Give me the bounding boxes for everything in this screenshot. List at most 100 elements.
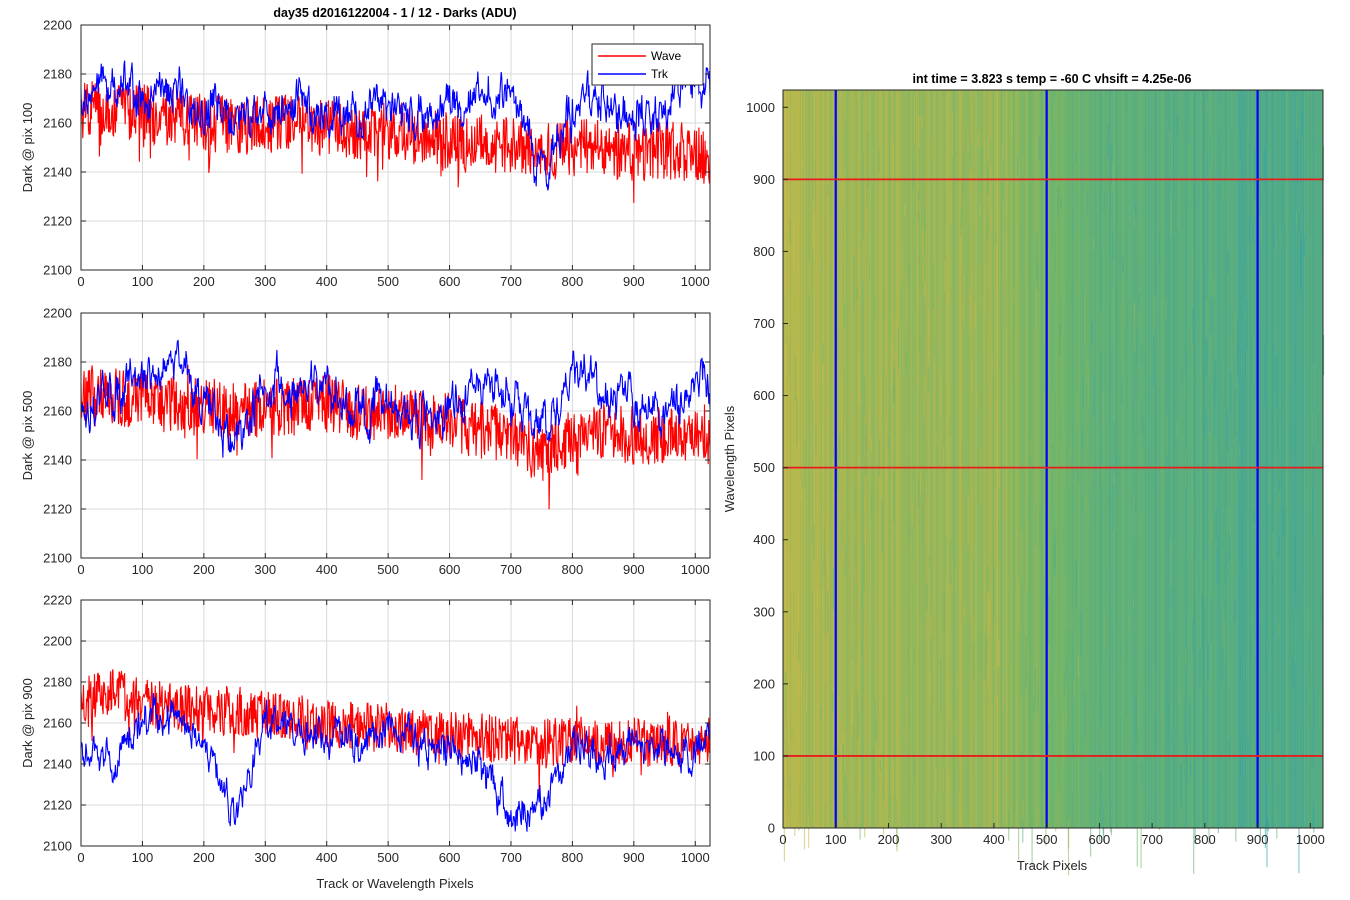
heatmap-streak: [1231, 129, 1233, 181]
heatmap-column: [895, 90, 898, 828]
heatmap-streak: [935, 769, 937, 795]
heatmap-streak: [967, 126, 969, 155]
heatmap-column: [933, 90, 936, 828]
heatmap-column: [896, 90, 899, 828]
heatmap-streak: [1180, 764, 1182, 808]
heatmap-column: [907, 90, 909, 828]
heatmap-streak: [1103, 661, 1105, 702]
heatmap-streak: [1073, 770, 1075, 794]
heatmap-streak: [1071, 608, 1073, 629]
heatmap-streak: [887, 778, 889, 819]
x-tick-label: 600: [439, 562, 461, 577]
heatmap-streak: [1113, 420, 1115, 474]
heatmap-streak: [841, 111, 843, 130]
x-tick-label: 700: [500, 274, 522, 289]
heatmap-streak: [841, 671, 843, 719]
axes-box: [80, 312, 711, 559]
heatmap-streak: [1042, 745, 1044, 791]
heatmap-streak: [1255, 183, 1257, 217]
x-tick-label: 800: [562, 274, 584, 289]
heatmap-streak: [825, 377, 828, 408]
heatmap-streak: [922, 492, 924, 547]
heatmap-x-tick-label: 700: [1141, 832, 1163, 847]
heatmap-column: [868, 90, 870, 828]
heatmap-streak: [845, 543, 847, 578]
heatmap-column: [1024, 90, 1026, 828]
heatmap-column: [1307, 90, 1309, 828]
heatmap-column: [1105, 90, 1108, 828]
heatmap-streak: [785, 672, 787, 715]
heatmap-streak: [1093, 236, 1095, 252]
heatmap-streak: [1278, 621, 1280, 638]
heatmap-column: [1132, 90, 1134, 828]
heatmap-streak: [1300, 526, 1302, 569]
heatmap-streak: [1300, 119, 1302, 137]
heatmap-streak: [857, 246, 859, 262]
heatmap-streak: [969, 293, 971, 332]
heatmap-streak: [1052, 389, 1054, 444]
heatmap-streak: [930, 614, 932, 637]
heatmap-streak: [1190, 123, 1192, 138]
heatmap-streak: [1125, 714, 1128, 762]
x-tick-label: 600: [439, 274, 461, 289]
heatmap-column: [872, 90, 874, 828]
heatmap-streak: [1241, 319, 1243, 345]
heatmap-streak: [1233, 557, 1235, 575]
heatmap-column: [1013, 90, 1016, 828]
heatmap-streak: [949, 384, 951, 435]
heatmap-column: [874, 90, 877, 828]
x-tick-label: 200: [193, 850, 215, 865]
heatmap-streak: [917, 502, 919, 523]
heatmap-streak: [1067, 818, 1070, 849]
heatmap-streak: [917, 478, 919, 507]
y-tick-label: 2120: [43, 214, 72, 229]
y-tick-label: 2160: [43, 404, 72, 419]
heatmap-column: [1129, 90, 1132, 828]
y-tick-label: 2120: [43, 502, 72, 517]
heatmap-streak: [1169, 148, 1171, 166]
heatmap-streak: [1105, 570, 1107, 593]
heatmap-column: [1025, 90, 1027, 828]
heatmap-streak: [1192, 252, 1194, 295]
heatmap-column: [931, 90, 934, 828]
heatmap-streak: [1160, 459, 1162, 509]
heatmap-column: [1042, 90, 1044, 828]
heatmap-streak: [954, 566, 956, 591]
x-tick-label: 600: [439, 850, 461, 865]
heatmap-streak: [966, 498, 968, 550]
heatmap-streak: [1289, 734, 1291, 774]
heatmap-streak: [1167, 529, 1169, 552]
heatmap-streak: [1040, 472, 1042, 506]
heatmap-streak: [1259, 821, 1261, 839]
heatmap-column: [1172, 90, 1174, 828]
heatmap-streak: [843, 733, 845, 745]
heatmap-streak: [1165, 122, 1167, 134]
heatmap-column: [1038, 90, 1040, 828]
heatmap-streak: [1048, 594, 1050, 645]
heatmap-column: [978, 90, 980, 828]
heatmap-column: [1250, 90, 1252, 828]
heatmap-streak: [893, 142, 895, 179]
heatmap-streak: [1215, 361, 1217, 395]
heatmap-streak: [1104, 351, 1107, 391]
heatmap-column: [953, 90, 956, 828]
heatmap-streak: [1310, 174, 1312, 226]
heatmap-streak: [1179, 690, 1181, 736]
heatmap-streak: [1263, 590, 1265, 623]
heatmap-streak: [837, 525, 839, 566]
heatmap-streak: [963, 148, 965, 195]
heatmap-column: [1276, 90, 1278, 828]
heatmap-y-tick-label: 800: [753, 244, 775, 259]
heatmap-column: [902, 90, 904, 828]
heatmap-streak: [1067, 710, 1069, 722]
heatmap-streak: [1267, 820, 1269, 832]
heatmap-column: [1217, 90, 1219, 828]
heatmap-column: [1201, 90, 1204, 828]
heatmap-streak: [1166, 414, 1168, 454]
heatmap-column: [922, 90, 924, 828]
heatmap-streak: [1103, 791, 1105, 842]
heatmap-streak: [783, 806, 785, 862]
heatmap-streak: [984, 268, 986, 311]
heatmap-streak: [1161, 354, 1163, 381]
heatmap-streak: [829, 217, 831, 266]
